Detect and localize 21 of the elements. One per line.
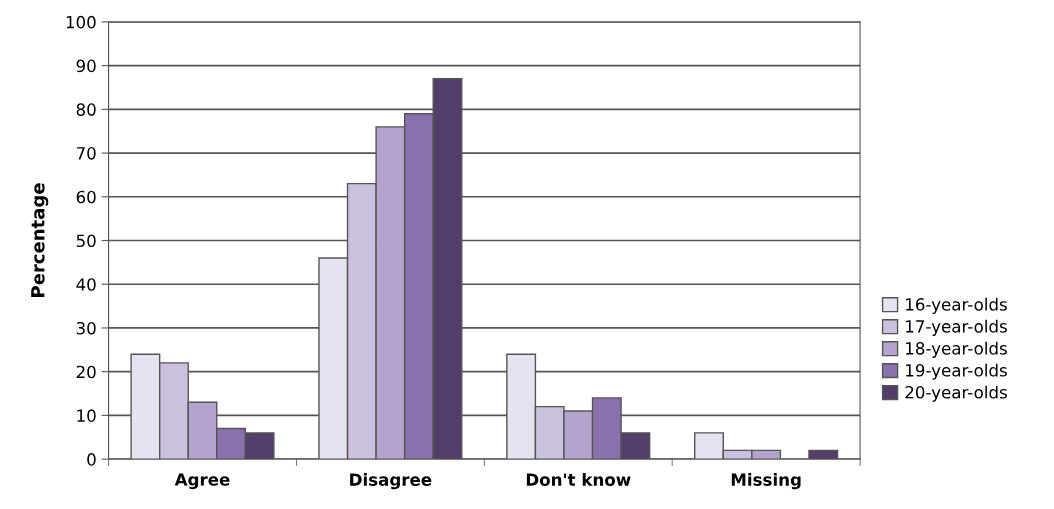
y-tick-label: 20 [76,365,96,379]
y-tick-label: 60 [76,190,96,204]
x-tick-label: Missing [731,473,801,490]
legend-label: 17-year-olds [906,319,1007,336]
y-tick-label: 70 [76,147,96,160]
y-tick-label: 80 [76,103,96,116]
y-tick-label: 100 [66,15,96,29]
y-axis-title: Percentage [31,183,49,297]
y-tick-label: 10 [77,409,96,422]
x-tick-label: Disagree [350,473,432,490]
legend-label: 16-year-olds [906,297,1007,314]
x-tick-label: Agree [174,473,230,490]
legend-label: 19-year-olds [906,363,1007,380]
legend-label: 20-year-olds [905,385,1007,402]
y-tick-label: 40 [76,278,96,291]
x-tick-label: Don't know [526,473,631,486]
legend-label: 18-year-olds [906,341,1007,358]
y-tick-label: 30 [76,321,96,335]
y-tick-label: 50 [76,234,96,248]
y-tick-label: 0 [87,453,96,466]
y-tick-label: 90 [76,59,96,73]
